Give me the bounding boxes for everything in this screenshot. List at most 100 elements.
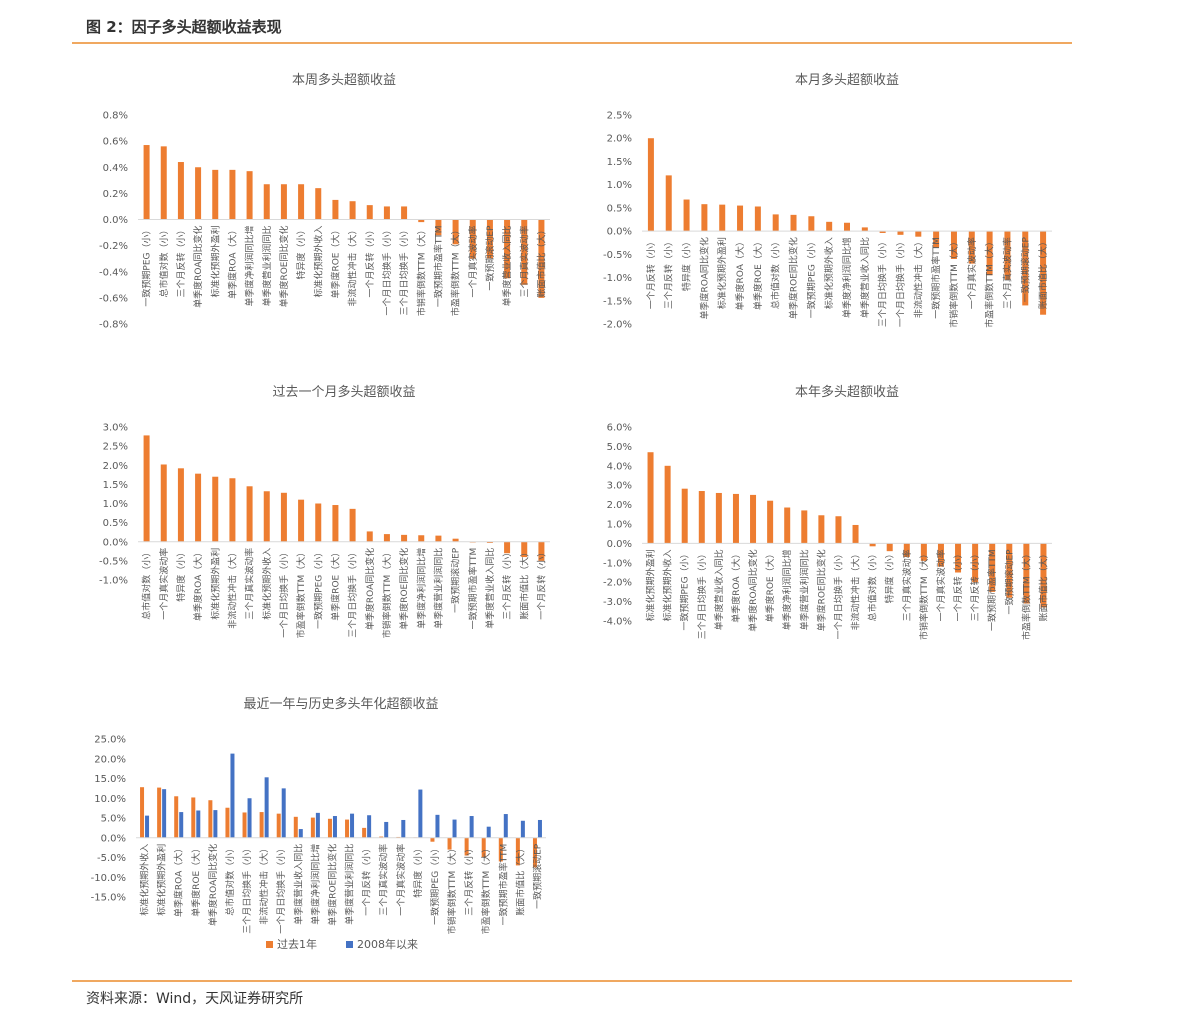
x-tick-label: 特异度（小） — [884, 549, 896, 603]
bar — [503, 814, 508, 838]
bar — [242, 812, 247, 838]
x-tick-label: 一致预期市盈率TTM — [497, 844, 509, 926]
chart-title: 本月多头超额收益 — [795, 72, 899, 88]
bar — [452, 538, 459, 542]
top-rule — [72, 42, 1072, 44]
y-tick-label: 0.0% — [101, 833, 126, 844]
x-tick-label: 三个月反转（小） — [969, 549, 981, 621]
x-tick-label: 单季度营业收入同比 — [484, 548, 496, 629]
x-tick-label: 三个月日均换手（小） — [877, 237, 889, 327]
bar — [418, 535, 425, 542]
bar — [915, 231, 922, 237]
bar — [1040, 543, 1047, 608]
bar — [349, 508, 356, 542]
x-tick-label: 非流动性冲击（大） — [347, 226, 359, 307]
bar — [732, 493, 739, 544]
x-tick-label: 账面市值比（大） — [514, 844, 526, 916]
bar — [247, 798, 252, 838]
y-tick-label: -5.0% — [97, 853, 126, 864]
chart-ytd: 本年多头超额收益 6.0% 5.0% 4.0% 3.0% 2.0% 1.0% 0.0% -1.0… — [590, 374, 1070, 674]
y-tick-label: 1.5% — [607, 157, 632, 168]
bar — [861, 227, 868, 232]
x-tick-label: 总市值对数（小） — [770, 237, 782, 309]
y-tick-label: 0.2% — [103, 189, 128, 200]
bar — [246, 171, 253, 220]
y-tick-label: -1.0% — [99, 576, 128, 587]
chart-annualized-svg: 最近一年与历史多头年化超额收益 25.0% 20.0% 15.0% 10.0% 5.0% 0… — [91, 696, 546, 951]
chart-monthly: 本月多头超额收益 2.5% 2.0% 1.5% 1.0% 0.5% 0.0% -0.5% -1.… — [590, 62, 1070, 362]
bar — [920, 543, 927, 561]
bar — [933, 231, 940, 248]
bar — [504, 541, 511, 554]
x-tick-label: 非流动性冲击（大） — [912, 237, 924, 318]
bottom-rule — [72, 980, 1072, 982]
chart-ytd-svg: 本年多头超额收益 6.0% 5.0% 4.0% 3.0% 2.0% 1.0% 0.0% -1.0… — [603, 384, 1052, 640]
y-tick-label: 0.0% — [607, 227, 632, 238]
y-tick-label: 1.0% — [607, 180, 632, 191]
x-tick-label: 标准化预期外收入 — [662, 549, 674, 621]
y-tick-label: 2.5% — [103, 442, 128, 453]
x-tick-label: 一致预期PEG（小） — [805, 237, 817, 318]
y-tick-label: 15.0% — [94, 774, 126, 785]
y-tick-label: -1.0% — [603, 558, 632, 569]
source-note: 资料来源：Wind，天风证券研究所 — [86, 991, 304, 1007]
y-tick-label: 2.5% — [607, 111, 632, 122]
chart-title: 本周多头超额收益 — [292, 72, 396, 88]
x-tick-label: 三个月反转（小） — [175, 226, 187, 298]
bar — [332, 505, 339, 542]
bar — [538, 541, 545, 561]
x-tick-label: 账面市值比（大） — [1037, 237, 1049, 309]
y-tick-label: 2.0% — [607, 134, 632, 145]
x-tick-label: 非流动性冲击（大） — [226, 548, 238, 629]
bar — [664, 465, 671, 544]
x-tick-label: 市销率倒数TTM（大） — [381, 548, 393, 639]
y-tick-label: 2.0% — [103, 461, 128, 472]
bar — [447, 837, 452, 850]
bar — [263, 184, 270, 220]
bar — [665, 175, 672, 232]
bar — [225, 807, 230, 838]
x-tick-label: 标准化预期外盈利 — [209, 226, 221, 298]
bar — [332, 199, 339, 220]
bar — [647, 452, 654, 544]
x-tick-label: 一致预期市盈率TTM — [432, 226, 444, 308]
y-tick-label: 2.0% — [607, 500, 632, 511]
bar — [844, 222, 850, 232]
x-tick-label: 非流动性冲击（大） — [258, 844, 270, 925]
y-tick-label: 0.6% — [103, 137, 128, 148]
chart-title: 最近一年与历史多头年化超额收益 — [243, 696, 438, 712]
y-tick-label: -0.4% — [99, 267, 128, 278]
bar — [174, 796, 179, 838]
bar — [157, 787, 162, 838]
bar — [315, 503, 322, 542]
y-tick-label: 1.5% — [103, 480, 128, 491]
y-tick-label: 5.0% — [101, 814, 126, 825]
x-tick-label: 总市值对数（小） — [867, 549, 879, 621]
x-tick-label: 单季度ROE同比变化 — [278, 226, 290, 308]
x-tick-label: 一个月反转（小） — [364, 226, 376, 298]
x-tick-label: 市盈率倒数TTM（大） — [450, 226, 462, 317]
x-tick-label: 单季度ROA（大） — [192, 548, 204, 621]
chart-weekly-svg: 本周多头超额收益 0.8% 0.6% 0.4% 0.2% 0.0% -0.2% -0.4% -0… — [99, 72, 550, 331]
bar — [208, 800, 213, 838]
chart-monthly-svg: 本月多头超额收益 2.5% 2.0% 1.5% 1.0% 0.5% 0.0% -0.5% -1.… — [603, 72, 1052, 331]
bar — [230, 753, 235, 838]
bar — [852, 524, 859, 544]
bar — [160, 146, 167, 220]
bar — [315, 812, 320, 838]
bar — [452, 819, 457, 838]
y-tick-label: 0.0% — [103, 537, 128, 548]
x-tick-label: 标准化预期外收入 — [261, 548, 273, 620]
y-tick-label: -2.0% — [603, 578, 632, 589]
bar — [327, 818, 332, 838]
x-tick-label: 单季度净利润同比增 — [415, 548, 427, 629]
x-tick-label: 一致预期PEG（小） — [141, 226, 153, 307]
bar — [259, 812, 264, 838]
bar — [263, 491, 270, 542]
y-tick-label: -3.0% — [603, 597, 632, 608]
x-tick-label: 特异度（小） — [412, 844, 424, 898]
chart-weekly: 本周多头超额收益 0.8% 0.6% 0.4% 0.2% 0.0% -0.2% -0.4% -0… — [90, 62, 560, 362]
y-tick-label: -1.5% — [603, 296, 632, 307]
bar — [195, 473, 202, 542]
bar — [737, 205, 744, 232]
